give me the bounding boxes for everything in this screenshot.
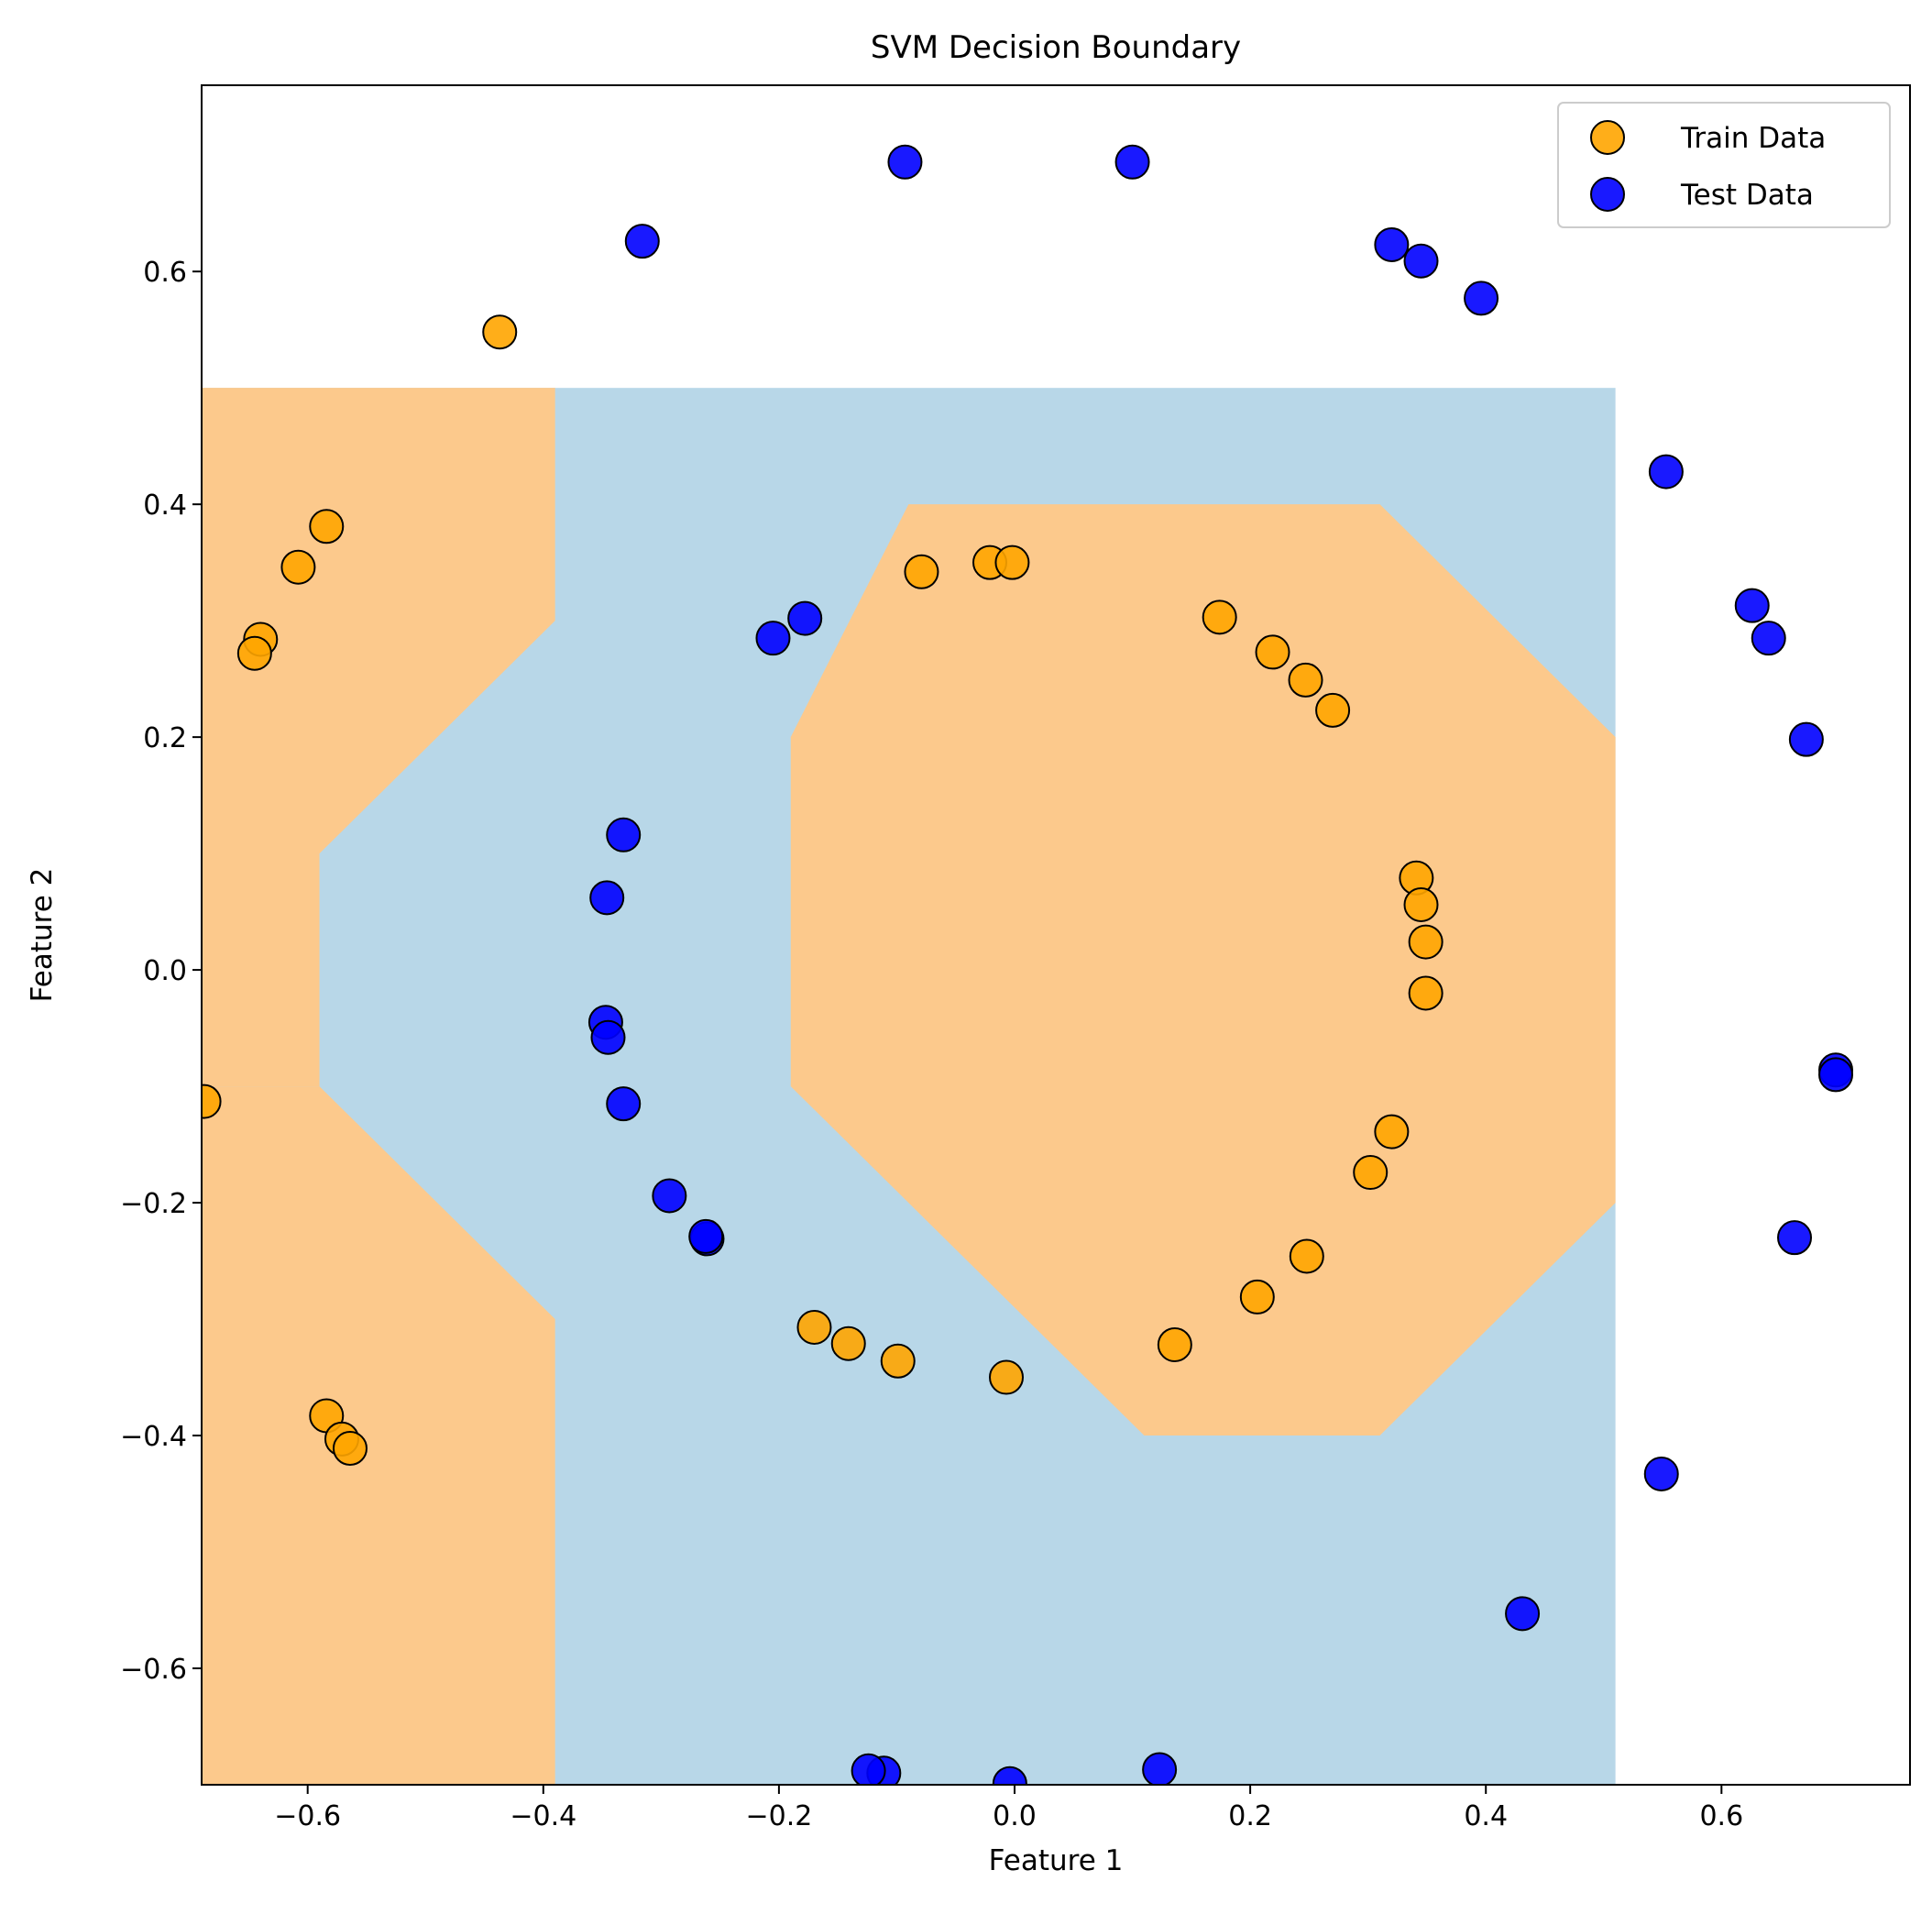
test-point-2: [1114, 144, 1150, 180]
train-point-19: [1408, 975, 1444, 1011]
test-point-19: [787, 600, 823, 636]
train-point-0: [482, 314, 518, 350]
train-point-5: [202, 1084, 222, 1119]
test-point-28: [688, 1218, 724, 1254]
legend-marker-train: [1590, 120, 1625, 155]
x-tick-label: 0.0: [993, 1800, 1037, 1832]
test-point-20: [755, 621, 791, 656]
test-point-12: [1777, 1220, 1813, 1256]
test-point-8: [1751, 621, 1786, 656]
train-point-28: [989, 1359, 1025, 1395]
test-point-5: [1464, 280, 1499, 316]
x-tick-label: −0.2: [745, 1800, 812, 1832]
y-tick-label: 0.0: [143, 955, 187, 987]
train-point-13: [1255, 634, 1290, 670]
train-point-9: [904, 554, 939, 589]
test-point-26: [652, 1178, 687, 1214]
decision-regions: [202, 388, 1616, 1785]
test-point-3: [1374, 226, 1410, 262]
y-tick-label: 0.6: [143, 257, 187, 289]
train-point-15: [1315, 692, 1351, 728]
test-data-series: [587, 144, 1854, 1785]
legend-box: [1557, 102, 1891, 228]
train-point-22: [1289, 1238, 1324, 1274]
test-point-11: [1818, 1057, 1854, 1093]
test-point-1: [887, 144, 923, 180]
train-point-11: [994, 544, 1030, 580]
legend: Train Data Test Data: [1557, 102, 1891, 228]
train-point-18: [1408, 924, 1444, 960]
train-point-1: [309, 509, 345, 544]
x-tick-label: 0.2: [1228, 1800, 1272, 1832]
y-tick-label: 0.2: [143, 722, 187, 754]
x-tick-label: −0.4: [510, 1800, 576, 1832]
x-axis-label: Feature 1: [989, 1844, 1124, 1877]
y-tick-label: −0.4: [120, 1421, 187, 1453]
train-data-series: [202, 314, 1444, 1467]
train-point-14: [1288, 662, 1323, 698]
train-point-23: [1239, 1279, 1275, 1314]
x-tick-label: −0.6: [274, 1800, 341, 1832]
test-point-21: [606, 817, 642, 852]
test-point-22: [589, 880, 625, 916]
y-axis-label: Feature 2: [26, 868, 59, 1003]
test-point-14: [1505, 1596, 1541, 1632]
y-tick-label: 0.4: [143, 490, 187, 522]
train-point-27: [880, 1343, 916, 1379]
x-tick-label: 0.4: [1464, 1800, 1508, 1832]
test-point-4: [1403, 243, 1439, 279]
y-tick-label: −0.6: [120, 1654, 187, 1686]
test-point-9: [1788, 721, 1824, 757]
y-axis-ticks: −0.6 −0.4 −0.2 0.0 0.2 0.4 0.6: [120, 257, 202, 1686]
test-point-0: [624, 224, 660, 259]
test-point-13: [1643, 1456, 1679, 1491]
test-point-6: [1648, 454, 1684, 490]
train-point-17: [1403, 886, 1439, 922]
legend-marker-test: [1590, 177, 1625, 212]
test-point-25: [606, 1086, 642, 1122]
y-tick-label: −0.2: [120, 1188, 187, 1220]
test-point-18: [851, 1753, 886, 1785]
test-point-16: [992, 1766, 1027, 1785]
train-point-24: [1157, 1326, 1192, 1362]
train-point-12: [1202, 600, 1237, 635]
x-axis-ticks: −0.6 −0.4 −0.2 0.0 0.2 0.4 0.6: [274, 1785, 1743, 1832]
chart-title: SVM Decision Boundary: [871, 29, 1241, 66]
region-center: [790, 504, 1616, 1436]
train-point-2: [280, 549, 316, 585]
train-point-4: [236, 635, 272, 671]
train-point-20: [1374, 1114, 1410, 1150]
test-point-24: [590, 1019, 626, 1055]
train-point-21: [1353, 1155, 1389, 1191]
train-point-25: [796, 1309, 832, 1345]
plot-frame: [201, 84, 1911, 1786]
x-tick-label: 0.6: [1699, 1800, 1743, 1832]
train-point-26: [830, 1326, 866, 1361]
region-left-lower: [202, 1086, 555, 1785]
train-point-8: [332, 1431, 368, 1467]
test-point-15: [1142, 1752, 1178, 1785]
legend-label-test: Test Data: [1680, 179, 1814, 212]
legend-label-train: Train Data: [1680, 122, 1826, 155]
test-point-7: [1734, 588, 1770, 623]
